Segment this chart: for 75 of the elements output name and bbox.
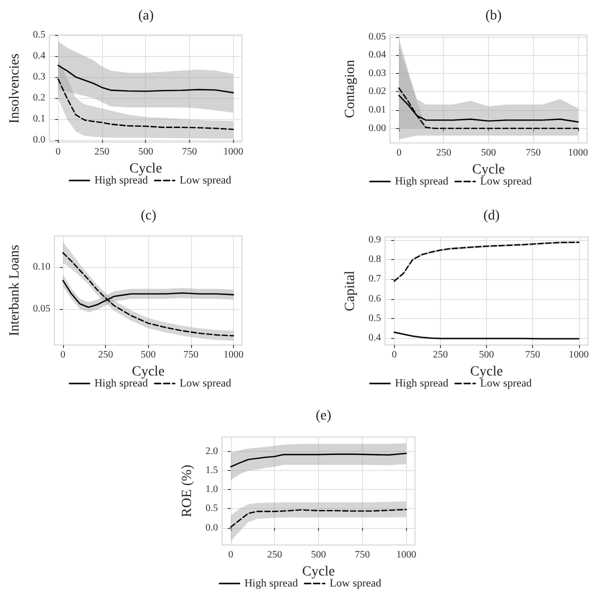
- y-tick-label: 0.8: [368, 254, 381, 266]
- x-axis-title: Cycle: [472, 162, 505, 178]
- chart-title: (c): [140, 208, 157, 224]
- legend-label: High spread: [94, 174, 148, 186]
- x-tick-label: 1000: [223, 350, 244, 360]
- legend-label: High spread: [244, 578, 298, 590]
- x-tick-label: 500: [481, 148, 496, 158]
- x-tick-label: 500: [140, 350, 156, 360]
- y-tick-label: 0.01: [368, 104, 386, 116]
- chart-title: (b): [485, 8, 502, 24]
- y-tick-label: 0.2: [32, 92, 46, 104]
- x-tick-label: 250: [98, 350, 114, 360]
- x-tick-label: 1000: [568, 148, 588, 158]
- x-tick-label: 500: [479, 350, 494, 360]
- y-tick-label: 0.5: [206, 503, 218, 514]
- x-tick-label: 750: [182, 146, 197, 158]
- y-tick-label: 0.7: [368, 274, 381, 285]
- legend-label: High spread: [94, 378, 148, 390]
- y-axis-title: ROE (%): [180, 464, 196, 518]
- legend-label: Low spread: [180, 174, 232, 186]
- x-tick-label: 750: [354, 550, 370, 560]
- x-tick-label: 1000: [568, 350, 589, 360]
- x-tick-label: 0: [60, 350, 66, 360]
- x-tick-label: 1000: [396, 550, 416, 560]
- x-tick-label: 250: [267, 550, 282, 560]
- y-tick-label: 0.3: [32, 71, 46, 82]
- y-tick-label: 1.0: [206, 484, 218, 496]
- x-axis-title: Cycle: [129, 161, 162, 176]
- y-tick-label: 0.04: [368, 50, 386, 61]
- y-tick-label: 0.10: [32, 262, 50, 273]
- legend-label: Low spread: [180, 378, 232, 390]
- y-tick-label: 0.03: [368, 68, 386, 79]
- legend-label: Low spread: [330, 578, 382, 590]
- chart-title: (d): [483, 208, 500, 224]
- y-tick-label: 0.02: [368, 86, 386, 98]
- y-tick-label: 0.9: [368, 234, 381, 246]
- chart-title: (e): [316, 408, 332, 424]
- x-tick-label: 750: [183, 350, 198, 360]
- y-axis-title: Capital: [343, 270, 358, 312]
- legend-label: Low spread: [480, 378, 532, 390]
- y-tick-label: 0.0: [32, 134, 46, 146]
- y-axis-title: Insolvencies: [8, 54, 22, 124]
- y-tick-label: 0.5: [32, 30, 46, 40]
- chart-title: (a): [138, 8, 154, 24]
- y-tick-label: 0.05: [32, 303, 50, 314]
- x-tick-label: 750: [526, 148, 541, 158]
- x-axis-title: Cycle: [302, 564, 335, 580]
- x-tick-label: 250: [432, 350, 448, 360]
- x-tick-label: 0: [396, 148, 402, 158]
- x-tick-label: 1000: [223, 146, 244, 158]
- x-axis-title: Cycle: [132, 364, 165, 380]
- y-tick-label: 0.0: [206, 522, 218, 534]
- x-tick-label: 250: [436, 148, 452, 158]
- y-tick-label: 1.5: [206, 465, 218, 476]
- legend-label: Low spread: [480, 176, 532, 188]
- y-tick-label: 0.00: [368, 122, 386, 134]
- x-tick-label: 0: [228, 550, 234, 560]
- y-tick-label: 0.1: [32, 113, 46, 124]
- y-axis-title: Interbank Loans: [8, 244, 22, 336]
- y-axis-title: Contagion: [343, 60, 358, 118]
- x-tick-label: 0: [392, 350, 397, 360]
- x-tick-label: 500: [138, 146, 154, 158]
- y-tick-label: 0.5: [368, 312, 381, 324]
- x-tick-label: 0: [56, 146, 61, 158]
- x-tick-label: 500: [311, 550, 326, 560]
- x-axis-title: Cycle: [470, 364, 503, 380]
- legend-label: High spread: [394, 176, 449, 188]
- x-tick-label: 750: [525, 350, 540, 360]
- x-tick-label: 250: [94, 146, 110, 158]
- y-tick-label: 0.4: [32, 50, 46, 62]
- legend-label: High spread: [394, 378, 449, 390]
- y-tick-label: 0.4: [368, 332, 381, 344]
- y-tick-label: 0.6: [368, 293, 381, 304]
- y-tick-label: 0.05: [368, 31, 386, 42]
- y-tick-label: 2.0: [206, 446, 218, 457]
